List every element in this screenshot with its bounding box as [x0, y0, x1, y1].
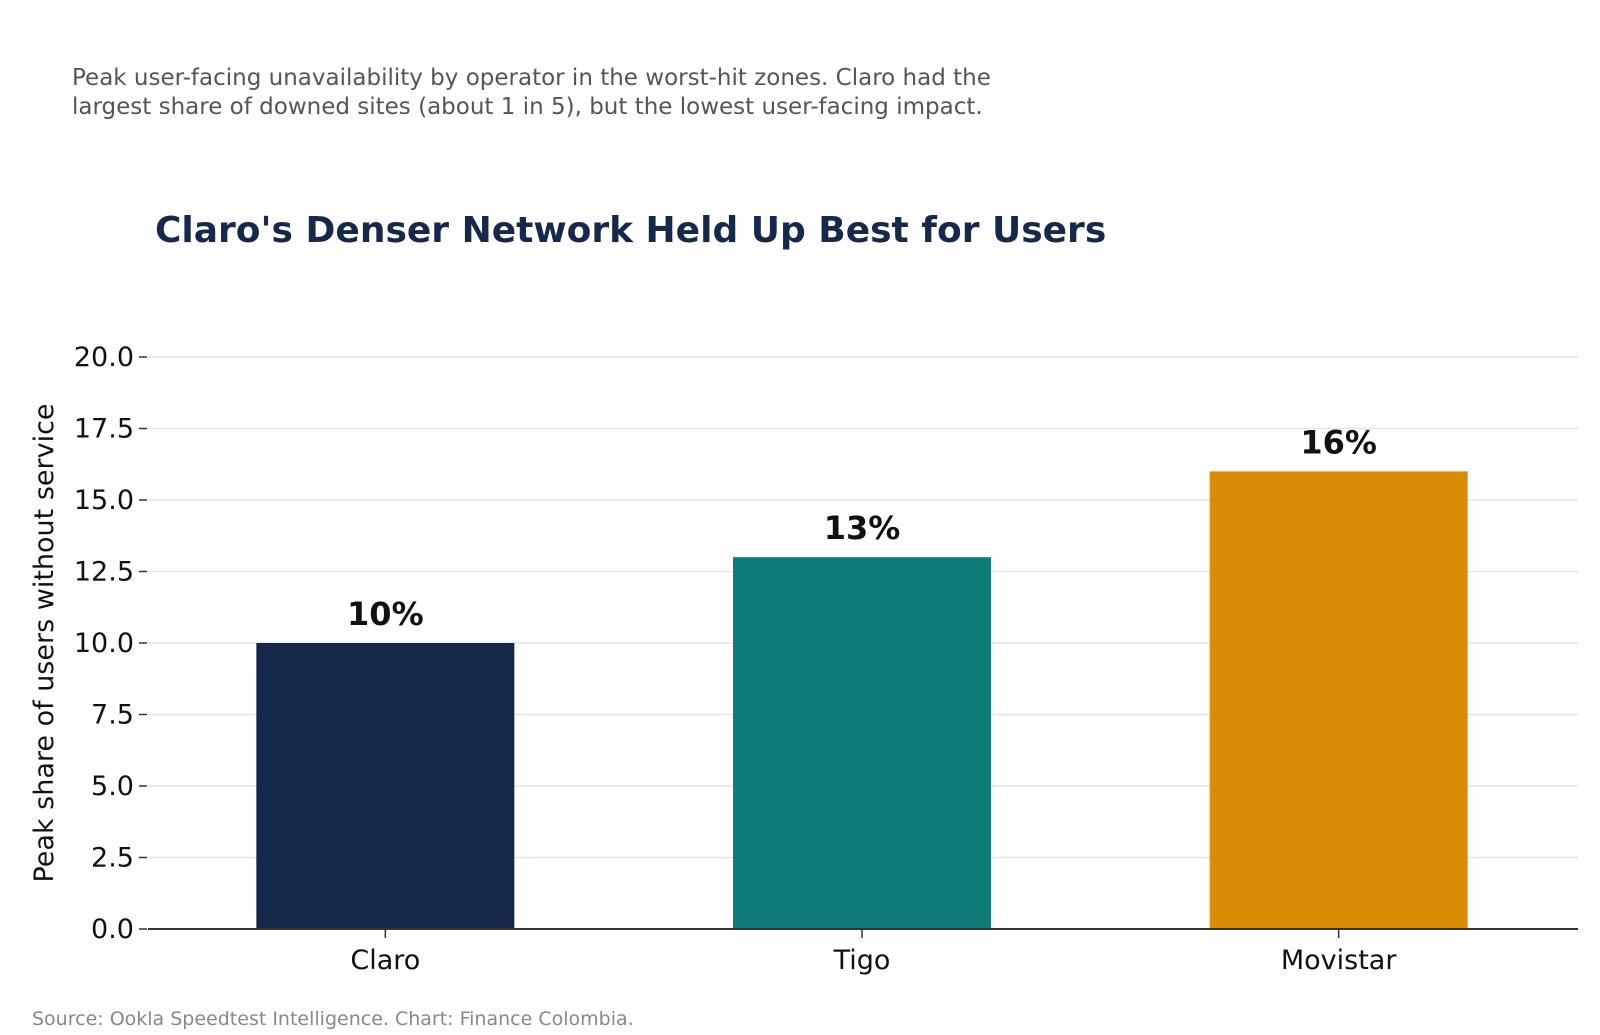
- bar-claro: [256, 643, 515, 929]
- y-axis-label: Peak share of users without service: [29, 403, 60, 882]
- bar-movistar: [1209, 471, 1468, 929]
- bar-value-label: 10%: [347, 595, 424, 633]
- y-tick-label: 12.5: [74, 557, 134, 588]
- chart-subtitle: Peak user-facing unavailability by opera…: [72, 64, 1172, 122]
- source-note: Source: Ookla Speedtest Intelligence. Ch…: [32, 1008, 634, 1030]
- bar-value-label: 13%: [824, 509, 901, 547]
- bar-value-label: 16%: [1300, 423, 1377, 461]
- y-tick-label: 7.5: [91, 700, 134, 731]
- y-tick-label: 15.0: [74, 485, 134, 516]
- chart-title: Claro's Denser Network Held Up Best for …: [155, 210, 1107, 251]
- x-tick-label: Claro: [350, 945, 420, 976]
- x-tick-label: Tigo: [833, 945, 891, 976]
- labels: 0.0 2.5 5.0 7.5 10.0 12.5 15.0 17.5 20.0 10% Claro…: [29, 342, 1397, 976]
- y-tick-label: 2.5: [91, 843, 134, 874]
- y-tick-label: 5.0: [91, 771, 134, 802]
- bar-tigo: [733, 557, 991, 929]
- bars: [256, 471, 1468, 929]
- y-tick-label: 17.5: [74, 414, 134, 445]
- y-tick-label: 20.0: [74, 342, 134, 373]
- x-tick-label: Movistar: [1281, 945, 1397, 976]
- y-tick-label: 10.0: [74, 628, 134, 659]
- y-tick-label: 0.0: [91, 914, 134, 945]
- subtitle-line-1: Peak user-facing unavailability by opera…: [72, 65, 991, 91]
- subtitle-line-2: largest share of downed sites (about 1 i…: [72, 94, 983, 120]
- axes: [139, 356, 1578, 938]
